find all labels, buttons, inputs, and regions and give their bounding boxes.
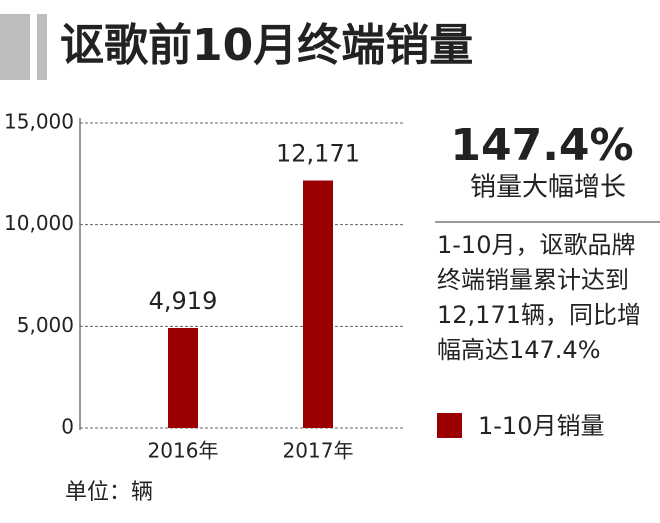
y-tick-label: 15,000 <box>4 110 74 134</box>
value-label: 4,919 <box>149 287 218 315</box>
y-tick-label: 0 <box>61 415 74 439</box>
note-line: 终端销量累计达到 <box>437 266 629 294</box>
highlight-caption: 销量大幅增长 <box>470 173 626 203</box>
y-tick-label: 5,000 <box>17 313 74 337</box>
x-tick-label: 2017年 <box>283 439 354 463</box>
unit-label: 单位：辆 <box>65 480 153 505</box>
chart-title: 讴歌前10月终端销量 <box>60 20 473 71</box>
bar <box>168 327 198 428</box>
title-stripe <box>0 14 30 80</box>
note-line: 12,171辆，同比增 <box>437 301 641 329</box>
x-tick-label: 2016年 <box>148 439 219 463</box>
legend-swatch <box>437 413 462 438</box>
legend-label: 1-10月销量 <box>478 412 604 440</box>
title-stripe <box>37 14 47 80</box>
value-label: 12,171 <box>276 140 360 168</box>
bar <box>303 180 333 428</box>
note-line: 幅高达147.4% <box>437 336 601 364</box>
y-tick-label: 10,000 <box>4 211 74 235</box>
note-line: 1-10月，讴歌品牌 <box>437 231 635 259</box>
highlight: 147.4% <box>450 120 633 171</box>
